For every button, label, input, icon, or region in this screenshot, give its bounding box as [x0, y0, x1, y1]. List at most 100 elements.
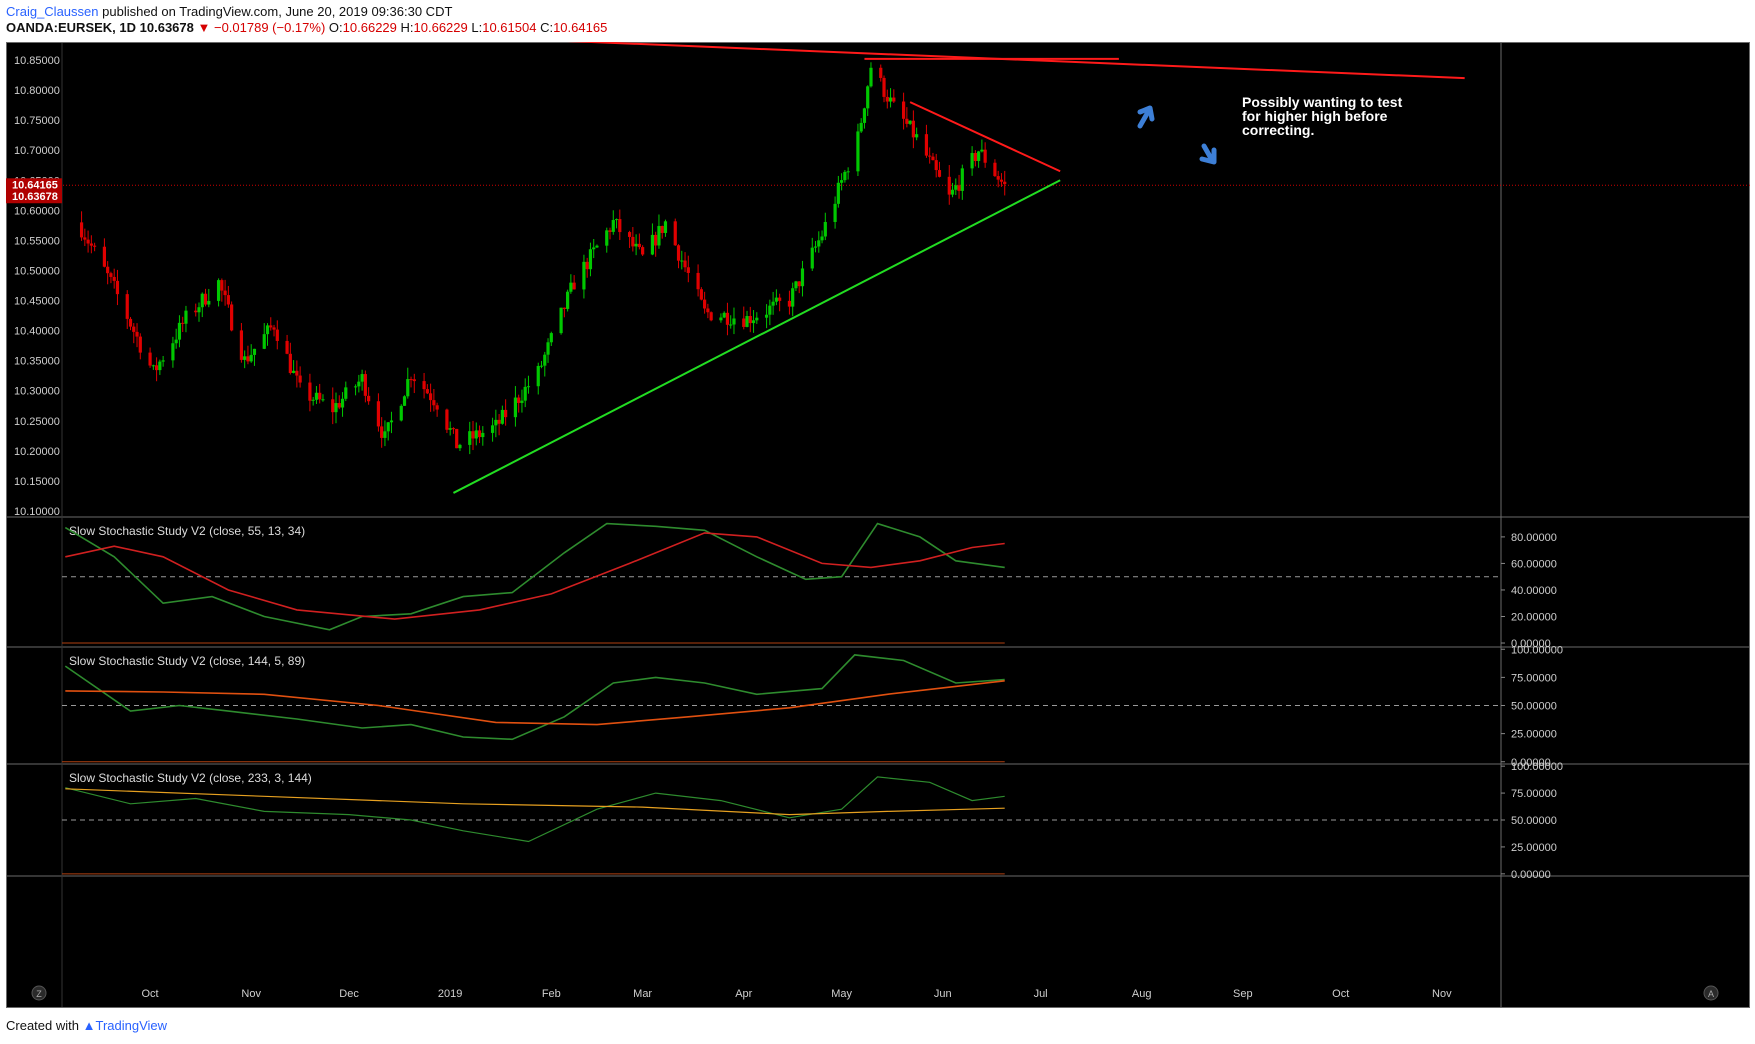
candle-body	[947, 176, 951, 195]
candle	[425, 384, 429, 395]
published-text: published on TradingView.com, June 20, 2…	[102, 4, 453, 19]
candle	[177, 315, 182, 348]
candle	[265, 323, 270, 346]
candle-body	[719, 317, 723, 321]
candle-body	[885, 96, 889, 102]
candle	[125, 290, 129, 329]
candle-body	[386, 422, 390, 432]
candle	[888, 88, 893, 108]
annotation-text[interactable]: Possibly wanting to test for higher high…	[1242, 94, 1406, 138]
zoom-badge[interactable]: Z	[31, 985, 47, 1001]
candle-body	[905, 118, 909, 124]
candle-body	[337, 403, 341, 408]
auto-scale-badge[interactable]: A	[1703, 985, 1719, 1001]
candle	[983, 142, 987, 168]
candle	[820, 230, 824, 244]
candle-body	[272, 327, 276, 330]
candle	[285, 334, 289, 355]
candle	[243, 350, 247, 369]
osc-tick-label: 60.00000	[1511, 558, 1557, 570]
candle	[999, 173, 1004, 187]
candle	[102, 238, 107, 268]
candle	[216, 278, 221, 307]
candle-body	[915, 134, 919, 138]
candle	[729, 315, 733, 329]
candle-body	[334, 403, 338, 413]
candle	[957, 174, 961, 199]
candle	[490, 417, 495, 442]
arrow-down-icon[interactable]	[1199, 143, 1217, 165]
candle	[249, 344, 253, 363]
time-tick-label: Jul	[1034, 988, 1048, 1000]
candle	[869, 62, 873, 88]
candle-body	[637, 243, 641, 248]
annotation-line-3: correcting.	[1242, 122, 1314, 138]
chart-canvas[interactable]: Slow Stochastic Study V2 (close, 55, 13,…	[6, 42, 1750, 1008]
candle-body	[226, 295, 230, 305]
candle-body	[546, 342, 550, 355]
candle	[298, 366, 302, 388]
candle	[676, 244, 681, 269]
candle-body	[797, 281, 801, 287]
candle-body	[742, 318, 746, 327]
candle	[751, 310, 756, 333]
candle-body	[474, 430, 478, 439]
candle	[618, 209, 622, 241]
arrow-up-icon[interactable]	[1137, 105, 1155, 129]
candle	[295, 360, 299, 388]
candle-body	[380, 426, 384, 438]
high-label: H:	[400, 20, 414, 35]
candle	[458, 443, 462, 452]
candle	[566, 289, 570, 312]
candle-body	[1003, 181, 1007, 185]
candle-body	[181, 322, 185, 324]
tradingview-link[interactable]: TradingView	[95, 1018, 168, 1033]
candle	[83, 228, 87, 247]
candle-body	[774, 297, 778, 302]
candle	[862, 107, 867, 129]
candle	[977, 150, 981, 168]
candle	[892, 89, 896, 103]
osc-tick-label: 20.00000	[1511, 611, 1557, 623]
candle	[908, 120, 912, 126]
candle	[843, 169, 847, 183]
candle-body	[357, 381, 361, 387]
candle	[905, 107, 909, 128]
candle	[954, 178, 958, 196]
candle	[611, 210, 615, 235]
candle	[197, 302, 201, 322]
candle-body	[298, 375, 302, 383]
candle	[823, 212, 827, 241]
candle	[745, 310, 749, 328]
price-tick-label: 10.20000	[14, 446, 60, 458]
tradingview-logo-icon[interactable]: ▲	[82, 1018, 96, 1033]
candle	[194, 303, 198, 317]
candle-body	[950, 189, 955, 195]
candle	[497, 414, 501, 436]
candle	[148, 347, 152, 368]
candle-body	[249, 354, 253, 362]
candle	[171, 336, 175, 368]
osc-tick-label: 100.00000	[1511, 761, 1563, 773]
candle-body	[937, 170, 942, 177]
candle-body	[996, 176, 1000, 180]
candle	[184, 305, 188, 333]
author-link[interactable]: Craig_Claussen	[6, 4, 99, 19]
candle	[386, 421, 390, 441]
candle	[833, 196, 837, 229]
candle-body	[83, 237, 87, 240]
low-label: L:	[471, 20, 483, 35]
candle-body	[634, 243, 638, 247]
candle-body	[455, 428, 459, 449]
candle-body	[572, 282, 576, 290]
trendline-support	[452, 179, 1061, 494]
candle	[813, 240, 818, 253]
candle	[592, 238, 596, 259]
time-tick-label: Apr	[735, 988, 752, 1000]
candle-body	[660, 226, 664, 233]
candle	[500, 405, 504, 425]
candle	[595, 244, 599, 248]
candle	[406, 367, 410, 399]
candle	[435, 402, 439, 417]
candle-body	[794, 281, 798, 289]
